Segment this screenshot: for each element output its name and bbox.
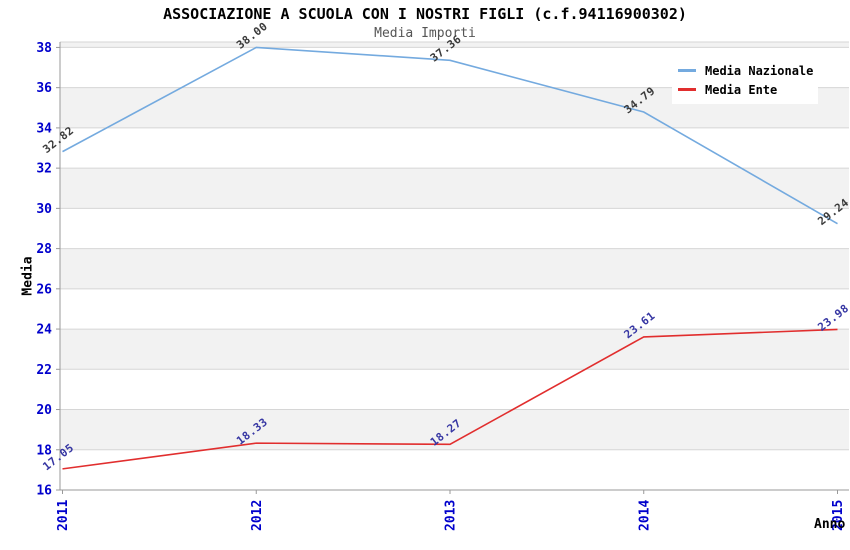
y-tick-label: 18	[36, 443, 52, 458]
x-tick-label: 2013	[444, 500, 459, 531]
band	[60, 248, 849, 289]
legend-item-media-ente: Media Ente	[678, 80, 818, 99]
y-tick-label: 28	[36, 242, 52, 257]
y-tick-label: 38	[36, 41, 52, 56]
y-tick-label: 20	[36, 403, 52, 418]
legend-box: Media Nazionale Media Ente	[672, 57, 818, 104]
y-axis-title: Media	[20, 256, 36, 296]
y-tick-label: 26	[36, 282, 52, 297]
y-tick-label: 36	[36, 81, 52, 96]
band	[60, 329, 849, 370]
band	[60, 409, 849, 450]
chart-subtitle: Media Importi	[374, 26, 476, 41]
y-tick-label: 24	[36, 323, 52, 338]
series-line-media-ente	[62, 328, 838, 470]
x-tick-label: 2012	[250, 500, 265, 531]
chart-title: ASSOCIAZIONE A SCUOLA CON I NOSTRI FIGLI…	[163, 5, 687, 23]
band	[60, 168, 849, 209]
y-tick-label: 32	[36, 162, 52, 177]
nazionale-line-swatch	[678, 69, 696, 72]
y-tick-label: 22	[36, 363, 52, 378]
ente-line-swatch	[678, 88, 696, 91]
y-tick-label: 16	[36, 484, 52, 499]
y-tick-label: 30	[36, 202, 52, 217]
x-tick-label: 2014	[637, 500, 652, 531]
legend-item-media-nazionale: Media Nazionale	[678, 61, 818, 80]
x-axis-title: Anno	[814, 517, 846, 532]
x-tick-label: 2015	[831, 500, 846, 531]
y-tick-label: 34	[36, 121, 52, 136]
x-tick-label: 2011	[56, 500, 71, 531]
legend-label-ente: Media Ente	[705, 82, 778, 97]
series-line-media-nazionale	[62, 46, 838, 225]
legend-label-nazionale: Media Nazionale	[705, 63, 814, 78]
band	[60, 42, 849, 48]
